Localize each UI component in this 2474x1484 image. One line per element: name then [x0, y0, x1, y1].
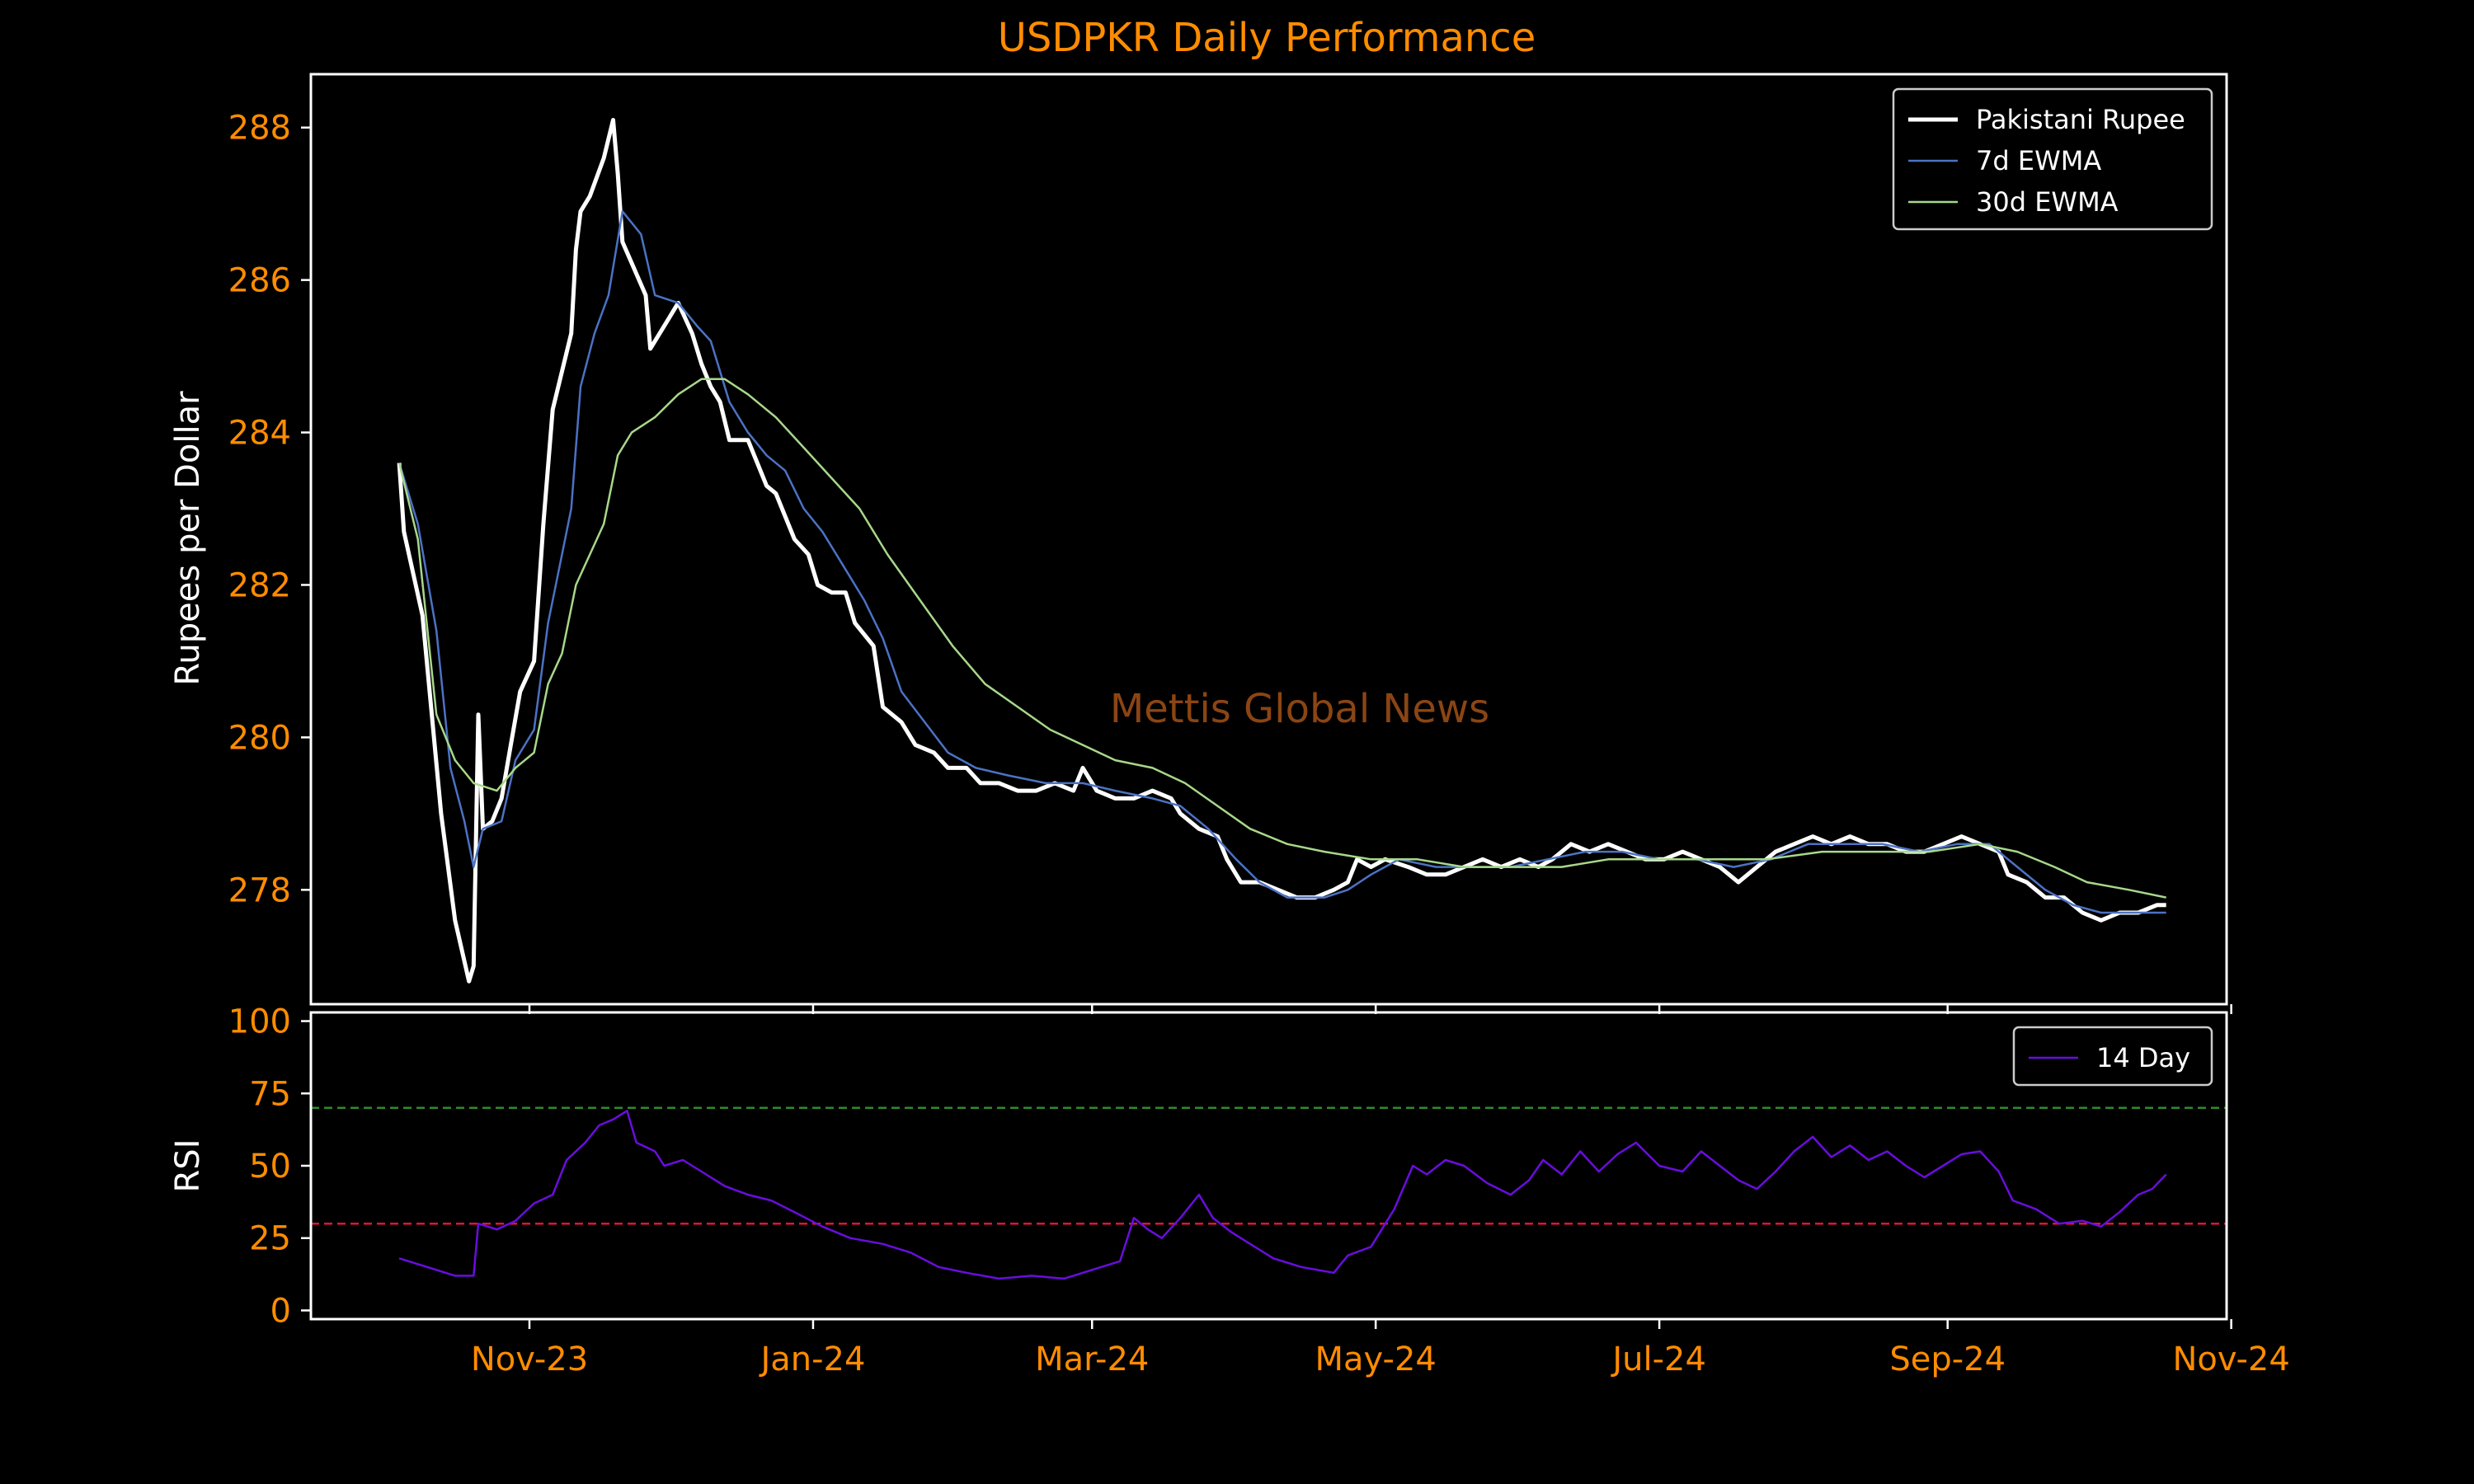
- price-frame: [309, 73, 2228, 1006]
- x-tick-label-Nov-23: Nov-23: [471, 1341, 588, 1378]
- price-y-tick-label-284: 284: [228, 415, 291, 453]
- rsi-plot-area: [398, 1110, 2167, 1280]
- watermark: Mettis Global News: [1110, 686, 1489, 732]
- price-series-line-2: [397, 378, 2166, 899]
- price-legend-label-2: 30d EWMA: [1976, 186, 2119, 218]
- x-tick-label-Jul-24: Jul-24: [1610, 1341, 1706, 1378]
- price-y-tick-label-278: 278: [228, 871, 291, 909]
- rsi-y-tick-label-0: 0: [270, 1292, 291, 1330]
- x-tick-label-Jan-24: Jan-24: [758, 1341, 865, 1378]
- price-y-tick-label-280: 280: [228, 719, 291, 757]
- x-tick-label-Sep-24: Sep-24: [1889, 1341, 2006, 1378]
- rsi-legend-label-0: 14 Day: [2096, 1042, 2190, 1073]
- price-legend: Pakistani Rupee 7d EWMA 30d EWMA: [1892, 87, 2213, 231]
- price-y-axis-label: Rupees per Dollar: [169, 391, 207, 686]
- price-legend-label-0: Pakistani Rupee: [1976, 104, 2185, 135]
- price-plot-area: [397, 118, 2166, 984]
- rsi-y-tick-label-75: 75: [249, 1075, 291, 1113]
- price-series-line-1: [397, 210, 2166, 914]
- price-y-tick-label-282: 282: [228, 566, 291, 604]
- rsi-y-tick-label-100: 100: [228, 1003, 291, 1041]
- chart-title: USDPKR Daily Performance: [998, 15, 1536, 61]
- price-series-line-0: [397, 118, 2166, 984]
- price-panel: Mettis Global News 278 280 282 284 286 288 Rupe…: [169, 73, 2232, 1014]
- x-tick-label-May-24: May-24: [1315, 1341, 1437, 1378]
- rsi-y-tick-label-50: 50: [249, 1148, 291, 1186]
- rsi-legend: 14 Day: [2012, 1026, 2213, 1087]
- rsi-y-axis-label: RSI: [169, 1139, 207, 1193]
- rsi-series-line-0: [398, 1110, 2167, 1280]
- rsi-y-tick-label-25: 25: [249, 1220, 291, 1258]
- rsi-panel: 0 25 50 75 100 Nov-23 Jan-24 Mar-24 May-24 Jul-24…: [169, 1003, 2290, 1378]
- price-legend-label-1: 7d EWMA: [1976, 145, 2101, 176]
- price-legend-box: [1892, 87, 2213, 231]
- rsi-legend-box: [2012, 1026, 2213, 1087]
- x-tick-label-Mar-24: Mar-24: [1035, 1341, 1149, 1378]
- price-y-tick-label-288: 288: [228, 110, 291, 148]
- price-y-tick-label-286: 286: [228, 262, 291, 300]
- x-tick-label-Nov-24: Nov-24: [2172, 1341, 2289, 1378]
